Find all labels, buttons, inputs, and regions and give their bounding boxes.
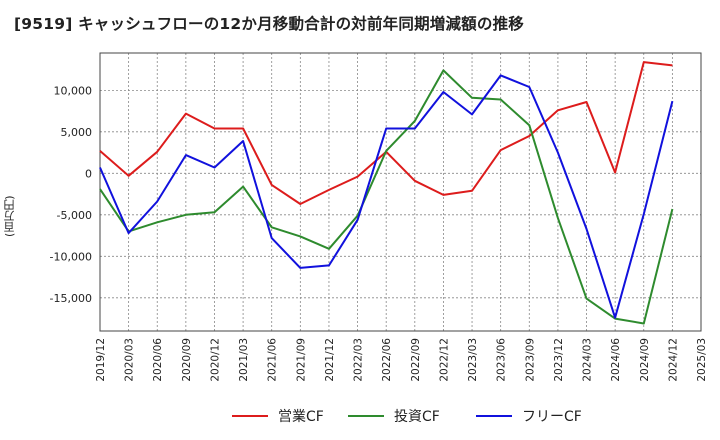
legend-item-investing: 投資CF [348,405,440,427]
legend: 営業CF 投資CF フリーCF [0,405,720,427]
x-tick-label: 2022/06 [381,338,393,382]
legend-swatch-investing [348,415,384,417]
legend-label-operating: 営業CF [278,409,324,425]
x-tick-label: 2021/12 [324,338,336,382]
x-tick-label: 2023/06 [496,338,508,382]
x-tick-label: 2024/06 [610,338,622,382]
series-line-investing [99,69,674,325]
x-tick-label: 2020/06 [152,338,164,382]
x-tick-label: 2024/03 [582,338,594,382]
series-line-free [99,74,674,319]
x-tick-label: 2023/03 [467,338,479,382]
x-tick-label: 2020/12 [209,338,221,382]
x-tick-label: 2020/03 [124,338,136,382]
x-tick-label: 2021/03 [238,338,250,382]
y-tick-label: -15,000 [50,292,92,305]
x-tick-label: 2022/03 [353,338,365,382]
x-tick-label: 2021/09 [295,338,307,382]
x-tick-label: 2019/12 [95,338,107,382]
y-tick-label: 0 [85,167,92,180]
chart-title: [9519] キャッシュフローの12か月移動合計の対前年同期増減額の推移 [14,15,524,33]
y-tick-label: -5,000 [57,209,92,222]
x-tick-label: 2024/09 [639,338,651,382]
legend-label-investing: 投資CF [394,409,440,425]
y-tick-label: 10,000 [54,84,93,97]
legend-label-free: フリーCF [522,409,582,425]
x-tick-label: 2020/09 [181,338,193,382]
plot-frame [99,52,702,332]
legend-item-operating: 営業CF [232,405,324,427]
x-tick-label: 2022/09 [410,338,422,382]
legend-swatch-operating [232,415,268,417]
x-tick-label: 2021/06 [267,338,279,382]
x-tick-label: 2023/12 [553,338,565,382]
x-tick-label: 2025/03 [696,338,708,382]
y-tick-label: -10,000 [50,250,92,263]
legend-item-free: フリーCF [476,405,582,427]
x-tick-label: 2024/12 [667,338,679,382]
x-tick-label: 2022/12 [438,338,450,382]
y-tick-label: 5,000 [61,126,93,139]
x-tick-label: 2023/09 [524,338,536,382]
legend-swatch-free [476,415,512,417]
